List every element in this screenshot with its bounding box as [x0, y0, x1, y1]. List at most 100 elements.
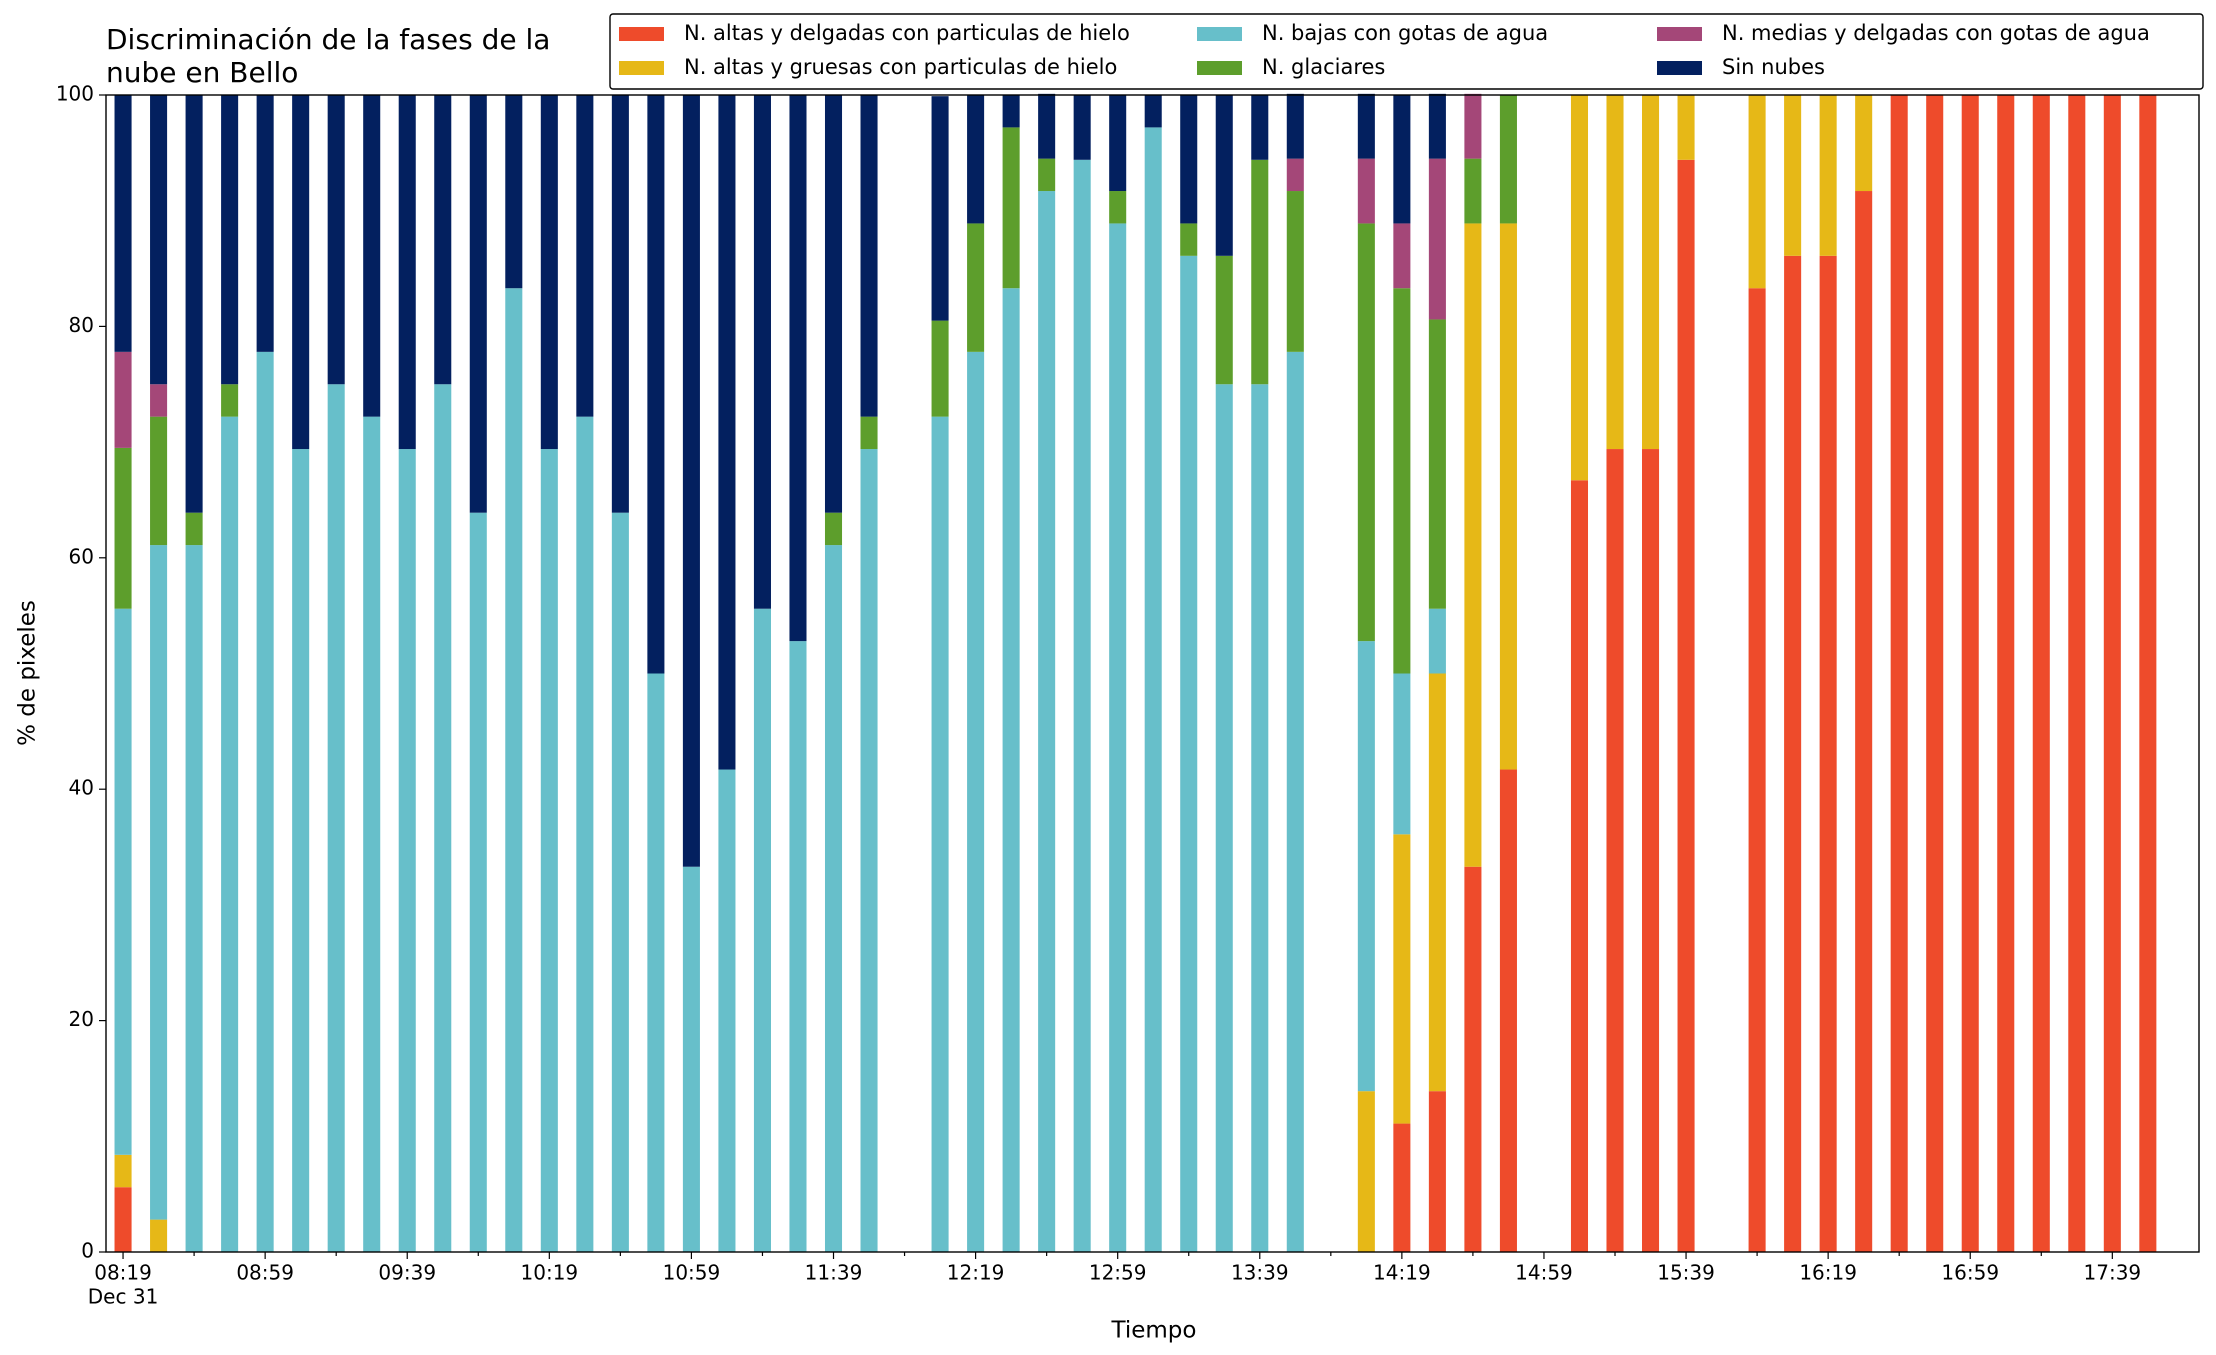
bar-segment	[1215, 384, 1233, 1252]
bar-segment	[1073, 95, 1091, 160]
x-tick-label: 11:39	[805, 1261, 863, 1285]
bar-segment	[1428, 673, 1446, 1092]
x-tick-label: 09:39	[378, 1261, 436, 1285]
bar-segment	[1464, 158, 1482, 224]
bar-segment	[611, 512, 629, 1252]
bar-segment	[1642, 95, 1660, 450]
bar-segment	[1428, 1091, 1446, 1252]
x-tick-label: 10:19	[521, 1261, 579, 1285]
bar-segment	[1286, 351, 1304, 1252]
bar-segment	[540, 449, 558, 1252]
bar-segment	[1286, 158, 1304, 192]
y-tick-label: 60	[69, 544, 94, 568]
bar-segment	[1286, 191, 1304, 352]
bar-segment	[1499, 223, 1517, 770]
legend-swatch	[1197, 27, 1242, 41]
bar-segment	[398, 95, 416, 450]
bar-segment	[150, 384, 168, 417]
legend-label: N. medias y delgadas con gotas de agua	[1722, 21, 2150, 45]
bar-segment	[256, 351, 274, 1252]
bar-segment	[540, 95, 558, 450]
bar-segment	[185, 545, 203, 1252]
bar-segment	[1002, 95, 1020, 128]
bar-segment	[1890, 95, 1908, 1252]
bar-segment	[1038, 93, 1056, 159]
y-axis-label: % de pixeles	[15, 600, 41, 746]
bar-segment	[1606, 95, 1624, 450]
bar-segment	[1393, 288, 1411, 674]
bar-segment	[434, 95, 452, 385]
bar-segment	[1215, 255, 1233, 385]
bar-segment	[1251, 384, 1269, 1252]
y-tick-label: 80	[69, 313, 94, 337]
bar-segment	[256, 95, 274, 352]
chart-title: Discriminación de la fases de la	[106, 23, 550, 56]
bar-segment	[1357, 1091, 1375, 1252]
bar-segment	[1393, 1123, 1411, 1252]
bar-segment	[185, 95, 203, 513]
bar-segment	[1997, 95, 2015, 1252]
bar-segment	[789, 641, 807, 1252]
legend-label: N. bajas con gotas de agua	[1262, 21, 1548, 45]
bar-segment	[505, 288, 523, 1252]
x-tick-label: 15:39	[1657, 1261, 1715, 1285]
bar-segment	[682, 95, 700, 867]
bar-segment	[1215, 95, 1233, 256]
bar-segment	[1393, 673, 1411, 835]
bar-segment	[1428, 319, 1446, 609]
bar-segment	[1748, 288, 1766, 1252]
bar-segment	[2032, 95, 2050, 1252]
bar-segment	[1286, 93, 1304, 159]
bar-segment	[1819, 255, 1837, 1252]
bar-segment	[114, 447, 132, 609]
bar-segment	[1393, 95, 1411, 224]
bar-segment	[967, 95, 985, 224]
bar-segment	[469, 512, 487, 1252]
x-tick-label: 13:39	[1231, 1261, 1289, 1285]
bar-segment	[1038, 191, 1056, 1252]
bar-segment	[1144, 127, 1162, 1252]
bar-segment	[931, 416, 949, 1252]
bar-segment	[1642, 449, 1660, 1252]
bar-segment	[611, 95, 629, 513]
bar-segment	[1002, 127, 1020, 289]
x-tick-label: 14:59	[1515, 1261, 1573, 1285]
legend-swatch	[619, 61, 664, 75]
bar-segment	[1109, 95, 1127, 192]
bar-segment	[1180, 255, 1198, 1252]
bar-segment	[185, 512, 203, 546]
bar-segment	[469, 95, 487, 513]
x-tick-label: 10:59	[663, 1261, 721, 1285]
x-tick-label: 16:19	[1799, 1261, 1857, 1285]
bar-segment	[2103, 95, 2121, 1252]
legend-box	[609, 13, 2204, 90]
bar-segment	[1464, 93, 1482, 159]
bar-segment	[1606, 449, 1624, 1252]
bar-segment	[1784, 95, 1802, 256]
bar-segment	[1855, 191, 1873, 1252]
bar-segment	[292, 95, 310, 450]
bar-segment	[824, 95, 843, 513]
bar-segment	[1819, 95, 1837, 256]
bar-segment	[1428, 93, 1446, 159]
bar-segment	[1499, 95, 1517, 224]
bar-segment	[860, 449, 878, 1252]
bar-segment	[1748, 95, 1766, 289]
bar-segment	[576, 416, 594, 1252]
bar-segment	[753, 95, 771, 609]
bar-segment	[931, 96, 949, 321]
bar-segment	[647, 673, 665, 1252]
bar-segment	[150, 545, 168, 1220]
bar-segment	[2139, 95, 2157, 1252]
bar-segment	[150, 1219, 168, 1252]
bar-segment	[1357, 641, 1375, 1092]
bar-segment	[824, 545, 843, 1252]
y-tick-label: 100	[56, 82, 94, 106]
x-tick-label: 08:59	[236, 1261, 294, 1285]
bar-segment	[1393, 834, 1411, 1124]
bar-segment	[860, 95, 878, 417]
bar-segment	[1357, 158, 1375, 224]
bar-segment	[505, 95, 523, 289]
bar-segment	[114, 1187, 132, 1252]
